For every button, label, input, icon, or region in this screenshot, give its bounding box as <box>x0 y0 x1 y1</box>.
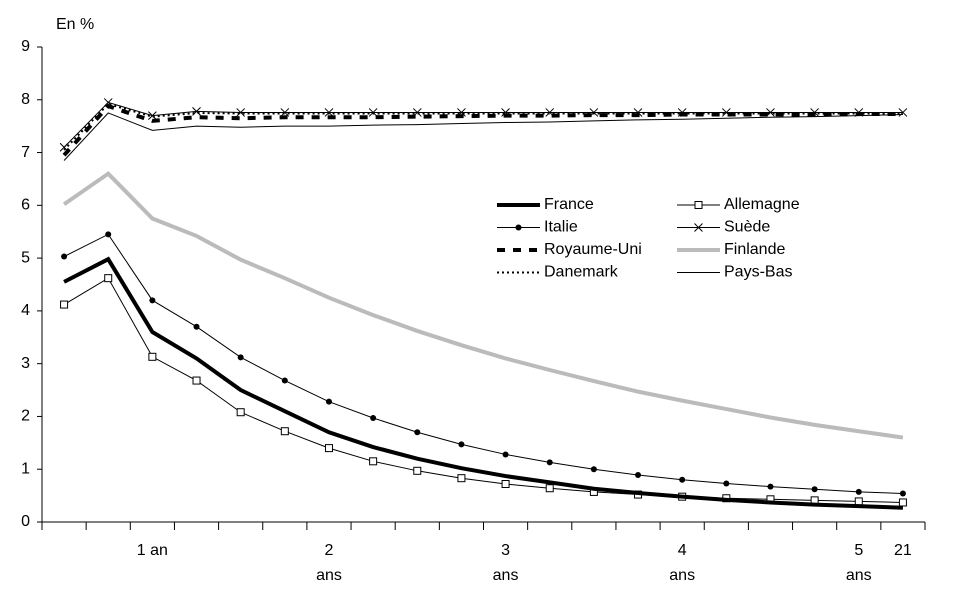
y-tick-label: 8 <box>21 91 30 108</box>
legend-label: Royaume-Uni <box>544 241 642 258</box>
legend-label: Suède <box>724 219 770 236</box>
x-tick-label: 3 ans <box>492 542 519 584</box>
marker <box>457 108 466 117</box>
series-line <box>63 101 903 148</box>
series-line <box>62 103 903 157</box>
marker <box>280 427 289 436</box>
marker <box>236 408 245 417</box>
x-tick-label: 4 ans <box>669 542 696 584</box>
series-line <box>63 233 903 494</box>
marker <box>105 231 112 238</box>
marker <box>149 297 156 304</box>
legend-label: Finlande <box>724 241 785 258</box>
marker <box>59 142 69 152</box>
marker <box>633 108 643 117</box>
marker <box>237 354 244 361</box>
marker <box>61 253 68 260</box>
marker <box>369 457 378 466</box>
marker <box>60 300 69 309</box>
marker <box>589 108 599 117</box>
marker <box>193 323 200 330</box>
marker <box>103 98 113 107</box>
marker <box>457 474 466 483</box>
marker <box>458 441 465 448</box>
series-line <box>62 171 904 440</box>
marker <box>148 352 157 361</box>
marker <box>412 108 422 117</box>
x-tick-label: 5 ans <box>845 542 872 584</box>
marker <box>501 480 510 488</box>
legend-label: France <box>544 196 594 213</box>
marker <box>590 466 597 473</box>
legend-label: Italie <box>544 219 578 236</box>
marker <box>677 108 687 117</box>
marker <box>694 201 703 209</box>
marker <box>414 429 421 436</box>
legend-label: Pays-Bas <box>724 264 792 281</box>
marker <box>810 108 819 117</box>
marker <box>104 274 113 283</box>
marker <box>854 108 864 117</box>
y-tick-label: 3 <box>21 355 30 372</box>
series-line <box>63 112 903 161</box>
marker <box>502 451 509 458</box>
legend-label: Danemark <box>544 264 619 281</box>
y-tick-label: 5 <box>21 249 30 266</box>
marker <box>515 224 522 231</box>
x-tick-label: 2 ans <box>316 542 342 584</box>
y-tick-label: 9 <box>21 38 30 55</box>
marker <box>280 108 290 117</box>
marker <box>898 108 908 117</box>
marker <box>679 476 686 483</box>
marker <box>898 498 907 507</box>
y-tick-label: 2 <box>21 408 30 425</box>
y-tick-label: 1 <box>21 460 30 477</box>
marker <box>148 111 157 120</box>
marker <box>192 376 201 385</box>
marker <box>855 488 862 495</box>
x-tick-label: 1 an <box>136 542 168 559</box>
marker <box>236 108 246 117</box>
marker <box>854 497 863 506</box>
marker <box>368 108 378 117</box>
marker <box>766 108 775 117</box>
marker <box>811 486 818 493</box>
marker <box>413 466 422 475</box>
marker <box>324 108 334 117</box>
marker <box>694 223 703 232</box>
marker <box>370 415 377 422</box>
marker <box>281 377 288 384</box>
marker <box>324 444 333 453</box>
series-line <box>63 277 903 503</box>
y-tick-label: 7 <box>21 144 30 161</box>
x-tick-label: 21 <box>894 542 912 559</box>
y-tick-label: 0 <box>21 513 30 530</box>
marker <box>546 459 553 466</box>
legend-label: Allemagne <box>724 196 800 213</box>
marker <box>721 108 731 117</box>
y-tick-label: 4 <box>21 302 30 319</box>
marker <box>723 480 730 487</box>
marker <box>899 490 906 497</box>
marker <box>767 483 774 490</box>
marker <box>545 484 554 493</box>
series-line <box>63 256 903 510</box>
marker <box>635 472 642 479</box>
marker <box>501 108 510 117</box>
marker <box>545 108 555 117</box>
y-tick-label: 6 <box>21 197 30 214</box>
marker <box>192 107 201 116</box>
y-axis-label: En % <box>56 16 94 33</box>
marker <box>325 398 332 405</box>
